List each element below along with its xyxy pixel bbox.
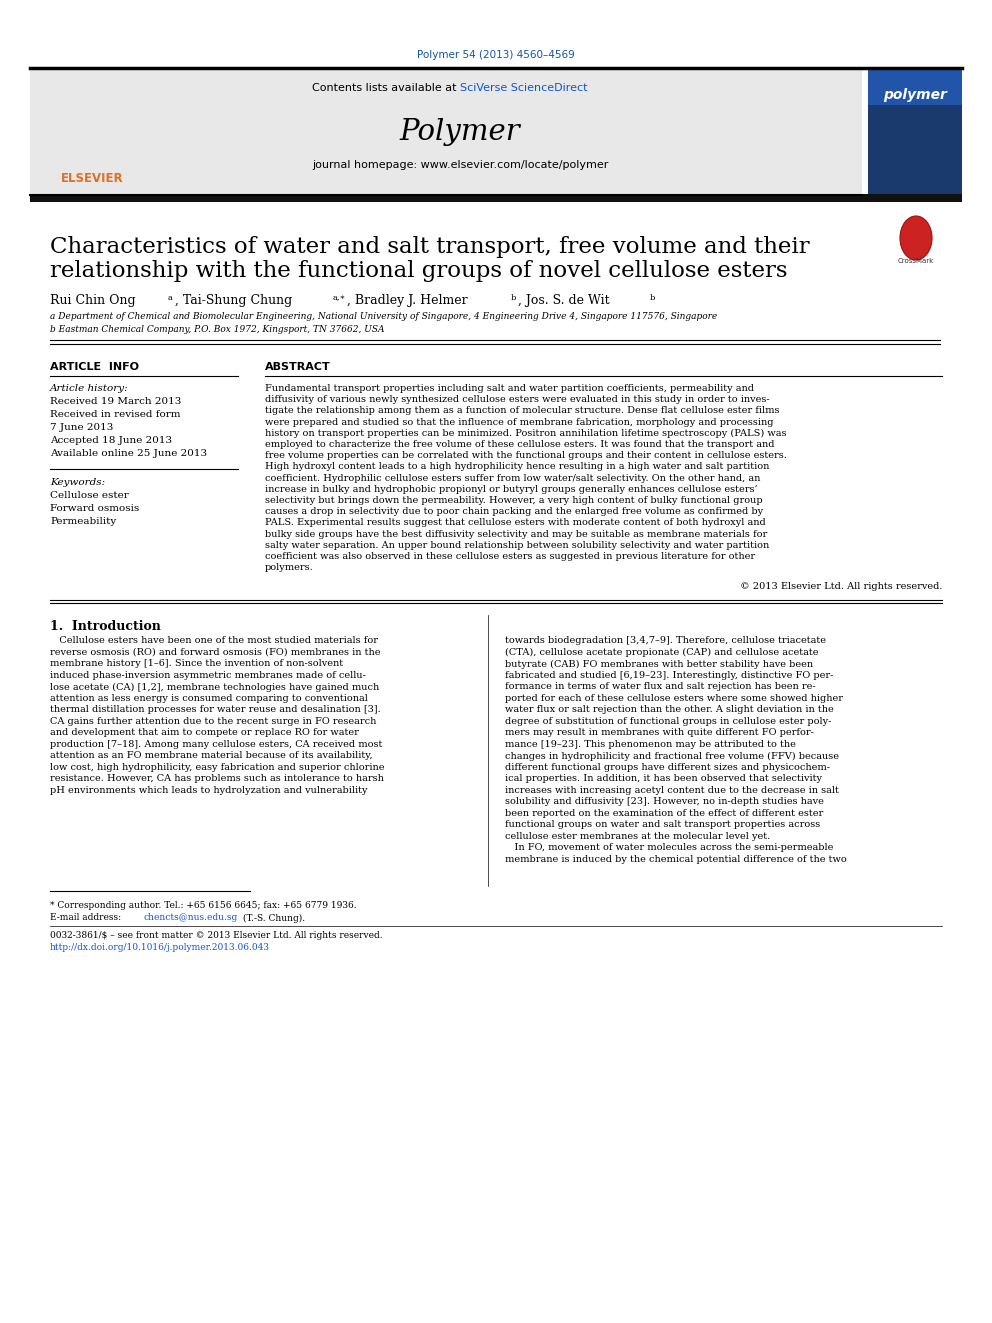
Text: ABSTRACT: ABSTRACT (265, 363, 330, 372)
Text: CrossMark: CrossMark (898, 258, 934, 265)
Text: Received in revised form: Received in revised form (50, 410, 181, 419)
Text: Contents lists available at: Contents lists available at (312, 83, 460, 93)
Text: were prepared and studied so that the influence of membrane fabrication, morphol: were prepared and studied so that the in… (265, 418, 774, 426)
Text: , Jos. S. de Wit: , Jos. S. de Wit (518, 294, 610, 307)
Text: solubility and diffusivity [23]. However, no in-depth studies have: solubility and diffusivity [23]. However… (505, 798, 824, 807)
Text: formance in terms of water flux and salt rejection has been re-: formance in terms of water flux and salt… (505, 683, 815, 692)
Text: 1.  Introduction: 1. Introduction (50, 620, 161, 634)
Text: High hydroxyl content leads to a high hydrophilicity hence resulting in a high w: High hydroxyl content leads to a high hy… (265, 463, 770, 471)
Text: b: b (650, 294, 656, 302)
Text: Article history:: Article history: (50, 384, 129, 393)
Text: chencts@nus.edu.sg: chencts@nus.edu.sg (143, 913, 237, 922)
Ellipse shape (900, 216, 932, 261)
Text: coefficient. Hydrophilic cellulose esters suffer from low water/salt selectivity: coefficient. Hydrophilic cellulose ester… (265, 474, 761, 483)
Text: Polymer 54 (2013) 4560–4569: Polymer 54 (2013) 4560–4569 (417, 50, 575, 60)
Text: relationship with the functional groups of novel cellulose esters: relationship with the functional groups … (50, 261, 788, 282)
Text: Polymer: Polymer (400, 118, 521, 146)
Text: © 2013 Elsevier Ltd. All rights reserved.: © 2013 Elsevier Ltd. All rights reserved… (739, 582, 942, 591)
Text: (CTA), cellulose acetate propionate (CAP) and cellulose acetate: (CTA), cellulose acetate propionate (CAP… (505, 648, 818, 658)
Text: , Bradley J. Helmer: , Bradley J. Helmer (347, 294, 467, 307)
Text: history on transport properties can be minimized. Positron annihilation lifetime: history on transport properties can be m… (265, 429, 787, 438)
Text: 7 June 2013: 7 June 2013 (50, 423, 113, 433)
Text: (T.-S. Chung).: (T.-S. Chung). (240, 913, 306, 922)
Text: , Tai-Shung Chung: , Tai-Shung Chung (175, 294, 293, 307)
Text: b: b (511, 294, 517, 302)
Text: http://dx.doi.org/10.1016/j.polymer.2013.06.043: http://dx.doi.org/10.1016/j.polymer.2013… (50, 943, 270, 953)
Bar (30, 67, 185, 194)
Text: a: a (168, 294, 173, 302)
Text: salty water separation. An upper bound relationship between solubility selectivi: salty water separation. An upper bound r… (265, 541, 769, 550)
Text: production [7–18]. Among many cellulose esters, CA received most: production [7–18]. Among many cellulose … (50, 740, 382, 749)
Text: PALS. Experimental results suggest that cellulose esters with moderate content o: PALS. Experimental results suggest that … (265, 519, 766, 528)
Text: Received 19 March 2013: Received 19 March 2013 (50, 397, 182, 406)
Text: and development that aim to compete or replace RO for water: and development that aim to compete or r… (50, 729, 359, 737)
Bar (868, 67, 962, 194)
Text: fabricated and studied [6,19–23]. Interestingly, distinctive FO per-: fabricated and studied [6,19–23]. Intere… (505, 671, 833, 680)
Bar (868, 67, 962, 105)
Text: butyrate (CAB) FO membranes with better stability have been: butyrate (CAB) FO membranes with better … (505, 659, 813, 668)
Text: polymer: polymer (883, 89, 947, 102)
Text: journal homepage: www.elsevier.com/locate/polymer: journal homepage: www.elsevier.com/locat… (311, 160, 608, 169)
Text: ELSEVIER: ELSEVIER (61, 172, 123, 185)
Text: causes a drop in selectivity due to poor chain packing and the enlarged free vol: causes a drop in selectivity due to poor… (265, 507, 763, 516)
Text: ARTICLE  INFO: ARTICLE INFO (50, 363, 139, 372)
Text: tigate the relationship among them as a function of molecular structure. Dense f: tigate the relationship among them as a … (265, 406, 780, 415)
Text: degree of substitution of functional groups in cellulose ester poly-: degree of substitution of functional gro… (505, 717, 831, 726)
Text: ported for each of these cellulose esters where some showed higher: ported for each of these cellulose ester… (505, 693, 843, 703)
Text: Accepted 18 June 2013: Accepted 18 June 2013 (50, 437, 173, 445)
Bar (30, 194, 962, 202)
Text: pH environments which leads to hydrolyzation and vulnerability: pH environments which leads to hydrolyza… (50, 786, 367, 795)
Text: Permeability: Permeability (50, 517, 116, 527)
Text: Keywords:: Keywords: (50, 478, 105, 487)
Text: water flux or salt rejection than the other. A slight deviation in the: water flux or salt rejection than the ot… (505, 705, 833, 714)
Text: Available online 25 June 2013: Available online 25 June 2013 (50, 448, 207, 458)
Bar (30, 67, 862, 194)
Text: Cellulose esters have been one of the most studied materials for: Cellulose esters have been one of the mo… (50, 636, 378, 646)
Text: polymers.: polymers. (265, 564, 313, 573)
Text: Characteristics of water and salt transport, free volume and their: Characteristics of water and salt transp… (50, 235, 809, 258)
Text: Forward osmosis: Forward osmosis (50, 504, 139, 513)
Text: mance [19–23]. This phenomenon may be attributed to the: mance [19–23]. This phenomenon may be at… (505, 740, 796, 749)
Text: ical properties. In addition, it has been observed that selectivity: ical properties. In addition, it has bee… (505, 774, 822, 783)
Text: In FO, movement of water molecules across the semi-permeable: In FO, movement of water molecules acros… (505, 843, 833, 852)
Text: 0032-3861/$ – see front matter © 2013 Elsevier Ltd. All rights reserved.: 0032-3861/$ – see front matter © 2013 El… (50, 931, 383, 941)
Text: resistance. However, CA has problems such as intolerance to harsh: resistance. However, CA has problems suc… (50, 774, 384, 783)
Text: * Corresponding author. Tel.: +65 6156 6645; fax: +65 6779 1936.: * Corresponding author. Tel.: +65 6156 6… (50, 901, 357, 910)
Text: reverse osmosis (RO) and forward osmosis (FO) membranes in the: reverse osmosis (RO) and forward osmosis… (50, 648, 381, 658)
Text: low cost, high hydrophilicity, easy fabrication and superior chlorine: low cost, high hydrophilicity, easy fabr… (50, 763, 385, 771)
Text: attention as an FO membrane material because of its availability,: attention as an FO membrane material bec… (50, 751, 373, 761)
Text: Fundamental transport properties including salt and water partition coefficients: Fundamental transport properties includi… (265, 384, 754, 393)
Text: CA gains further attention due to the recent surge in FO research: CA gains further attention due to the re… (50, 717, 376, 726)
Text: b Eastman Chemical Company, P.O. Box 1972, Kingsport, TN 37662, USA: b Eastman Chemical Company, P.O. Box 197… (50, 325, 385, 333)
Text: diffusivity of various newly synthesized cellulose esters were evaluated in this: diffusivity of various newly synthesized… (265, 396, 770, 405)
Text: lose acetate (CA) [1,2], membrane technologies have gained much: lose acetate (CA) [1,2], membrane techno… (50, 683, 379, 692)
Text: been reported on the examination of the effect of different ester: been reported on the examination of the … (505, 808, 823, 818)
Text: SciVerse ScienceDirect: SciVerse ScienceDirect (460, 83, 587, 93)
Text: mers may result in membranes with quite different FO perfor-: mers may result in membranes with quite … (505, 729, 813, 737)
Text: functional groups on water and salt transport properties across: functional groups on water and salt tran… (505, 820, 820, 830)
Text: Cellulose ester: Cellulose ester (50, 491, 129, 500)
Text: selectivity but brings down the permeability. However, a very high content of bu: selectivity but brings down the permeabi… (265, 496, 763, 505)
Text: coefficient was also observed in these cellulose esters as suggested in previous: coefficient was also observed in these c… (265, 552, 755, 561)
Text: changes in hydrophilicity and fractional free volume (FFV) because: changes in hydrophilicity and fractional… (505, 751, 839, 761)
Text: Rui Chin Ong: Rui Chin Ong (50, 294, 136, 307)
Text: membrane is induced by the chemical potential difference of the two: membrane is induced by the chemical pote… (505, 855, 847, 864)
Text: thermal distillation processes for water reuse and desalination [3].: thermal distillation processes for water… (50, 705, 381, 714)
Text: increases with increasing acetyl content due to the decrease in salt: increases with increasing acetyl content… (505, 786, 839, 795)
Text: increase in bulky and hydrophobic propionyl or butyryl groups generally enhances: increase in bulky and hydrophobic propio… (265, 484, 758, 493)
Text: free volume properties can be correlated with the functional groups and their co: free volume properties can be correlated… (265, 451, 787, 460)
Text: cellulose ester membranes at the molecular level yet.: cellulose ester membranes at the molecul… (505, 832, 770, 841)
Text: different functional groups have different sizes and physicochem-: different functional groups have differe… (505, 763, 830, 771)
Text: towards biodegradation [3,4,7–9]. Therefore, cellulose triacetate: towards biodegradation [3,4,7–9]. Theref… (505, 636, 826, 646)
Text: attention as less energy is consumed comparing to conventional: attention as less energy is consumed com… (50, 693, 368, 703)
Text: membrane history [1–6]. Since the invention of non-solvent: membrane history [1–6]. Since the invent… (50, 659, 343, 668)
Text: a Department of Chemical and Biomolecular Engineering, National University of Si: a Department of Chemical and Biomolecula… (50, 312, 717, 321)
Text: employed to characterize the free volume of these cellulose esters. It was found: employed to characterize the free volume… (265, 441, 775, 448)
Text: E-mail address:: E-mail address: (50, 913, 124, 922)
Text: induced phase-inversion asymmetric membranes made of cellu-: induced phase-inversion asymmetric membr… (50, 671, 366, 680)
Text: bulky side groups have the best diffusivity selectivity and may be suitable as m: bulky side groups have the best diffusiv… (265, 529, 767, 538)
Text: a,∗: a,∗ (333, 294, 346, 302)
